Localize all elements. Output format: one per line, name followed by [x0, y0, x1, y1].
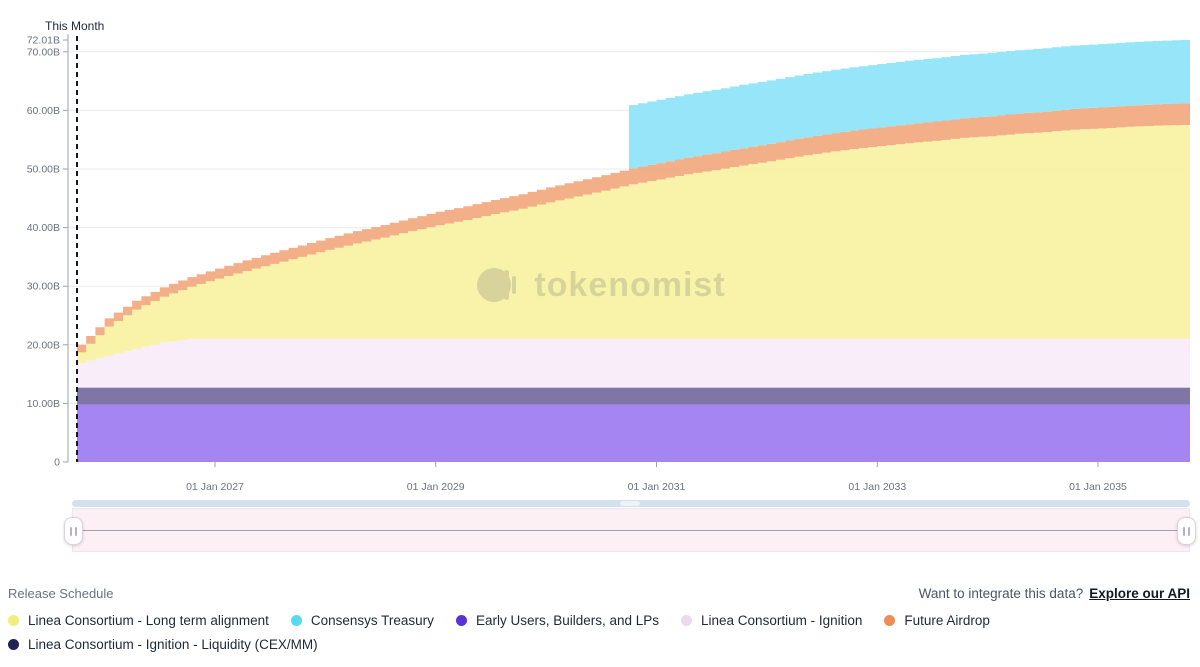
api-prompt: Want to integrate this data?	[918, 586, 1084, 601]
legend-row: Linea Consortium - Ignition - Liquidity …	[8, 637, 990, 652]
legend-dot-future-airdrop	[884, 615, 896, 626]
grip-icon	[75, 526, 77, 536]
x-tick-label: 01 Jan 2029	[407, 481, 465, 493]
legend-label: Linea Consortium - Ignition	[701, 613, 863, 628]
legend-label: Future Airdrop	[904, 613, 990, 628]
x-tick-label: 01 Jan 2033	[848, 481, 906, 493]
legend-dot-early-users	[455, 615, 467, 626]
area-early-users	[77, 404, 1190, 462]
stacked-area-chart[interactable]: 0 10.00B 20.00B 30.00B 40.00B 50.00B 60.00B 70.…	[0, 0, 1200, 500]
grip-icon	[70, 526, 72, 536]
legend-dot-consensys-treasury	[290, 615, 302, 626]
x-tick-label: 01 Jan 2035	[1069, 481, 1127, 493]
legend-label: Early Users, Builders, and LPs	[475, 613, 660, 628]
x-tick-label: 01 Jan 2027	[186, 481, 244, 493]
brush-handle-right[interactable]	[1177, 517, 1196, 545]
explore-api-link[interactable]: Explore our API	[1089, 586, 1190, 601]
legend-item-long-term-alignment[interactable]: Linea Consortium - Long term alignment	[8, 613, 269, 628]
y-tick-label: 70.00B	[27, 46, 60, 58]
legend-dot-ignition-liquidity	[8, 639, 19, 650]
legend-item-consensys-treasury[interactable]: Consensys Treasury	[290, 613, 434, 628]
y-tick-label: 0	[54, 457, 60, 469]
grip-icon	[1188, 526, 1190, 536]
area-ignition-liquidity	[77, 387, 1190, 405]
minimap-baseline	[72, 530, 1190, 531]
area-ignition	[77, 338, 1190, 388]
y-tick-label: 20.00B	[27, 339, 60, 351]
now-line-label: This Month	[45, 19, 105, 33]
x-tick-label: 01 Jan 2031	[628, 481, 686, 493]
y-tick-label: 10.00B	[27, 398, 60, 410]
api-callout: Want to integrate this data? Explore our …	[919, 586, 1190, 601]
area-future-airdrop	[77, 103, 1190, 353]
legend-label: Consensys Treasury	[310, 613, 434, 628]
area-consensys-treasury	[77, 40, 1190, 345]
brush-handle-left[interactable]	[64, 517, 83, 545]
legend-item-future-airdrop[interactable]: Future Airdrop	[884, 613, 990, 628]
legend-row: Linea Consortium - Long term alignment Co…	[8, 613, 990, 628]
y-tick-label: 30.00B	[27, 281, 60, 293]
area-long-term-alignment	[77, 125, 1190, 363]
legend-dot-ignition	[681, 615, 693, 626]
legend-item-ignition-liquidity[interactable]: Linea Consortium - Ignition - Liquidity …	[8, 637, 318, 652]
y-tick-label: 72.01B	[27, 35, 60, 47]
y-tick-label: 50.00B	[27, 164, 60, 176]
release-schedule-label: Release Schedule	[8, 586, 114, 601]
legend-item-ignition[interactable]: Linea Consortium - Ignition	[681, 613, 862, 628]
legend-label: Linea Consortium - Ignition - Liquidity …	[28, 637, 318, 652]
scrollbar-thumb[interactable]	[620, 501, 640, 506]
legend-label: Linea Consortium - Long term alignment	[28, 613, 269, 628]
chart-legend: Linea Consortium - Long term alignment Co…	[8, 613, 990, 652]
y-tick-label: 60.00B	[27, 105, 60, 117]
y-tick-label: 40.00B	[27, 222, 60, 234]
legend-dot-long-term-alignment	[8, 615, 19, 626]
grip-icon	[1183, 526, 1185, 536]
legend-item-early-users[interactable]: Early Users, Builders, and LPs	[455, 613, 660, 628]
